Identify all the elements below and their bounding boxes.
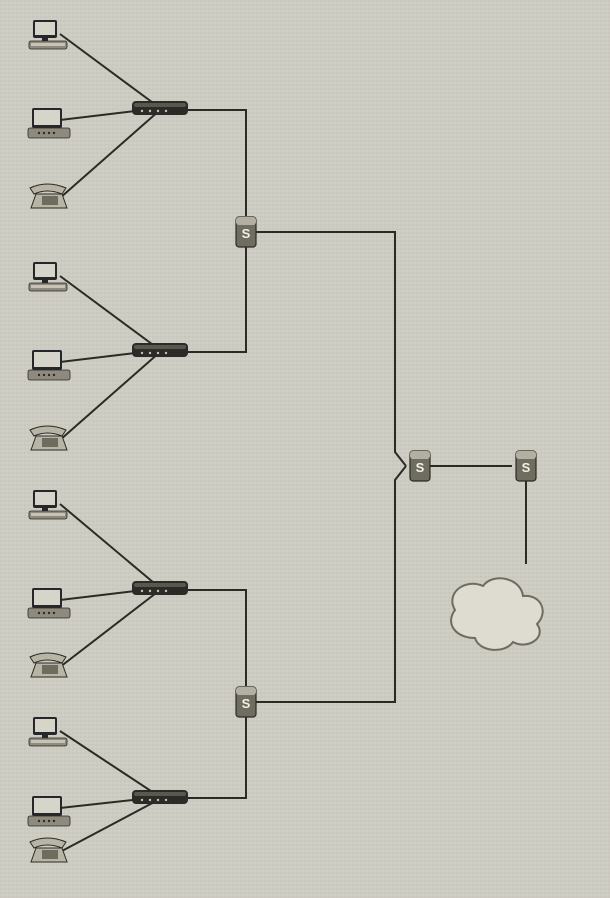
diagram-svg-wrap: S [0, 0, 610, 898]
diagram-svg: S [0, 0, 610, 898]
diagram-stage: { "canvas": { "w": 610, "h": 898, "bg": … [0, 0, 610, 898]
